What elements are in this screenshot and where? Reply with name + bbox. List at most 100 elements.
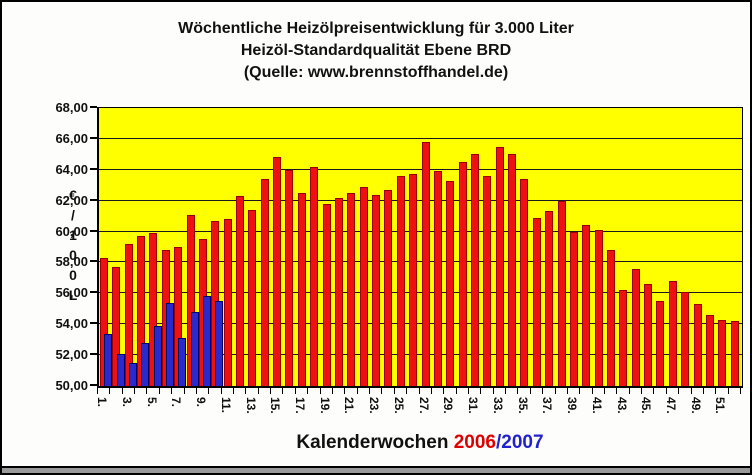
y-tick-label-56,00: 56,00 bbox=[55, 285, 88, 301]
bar-2007-week-4 bbox=[141, 342, 150, 386]
bar-2006-week-50 bbox=[705, 314, 714, 386]
x-tick-label-week-5: 5. bbox=[144, 397, 159, 408]
gridline-60 bbox=[99, 230, 742, 232]
bar-2006-week-32 bbox=[483, 175, 492, 386]
x-tick-mark bbox=[727, 388, 729, 394]
bar-2006-week-29 bbox=[446, 180, 455, 386]
x-tick-mark bbox=[517, 388, 519, 394]
x-axis-year-2006: 2006 bbox=[453, 432, 497, 453]
bar-2006-week-21 bbox=[347, 192, 356, 386]
bar-2006-week-47 bbox=[668, 280, 677, 386]
x-tick-mark bbox=[245, 388, 247, 394]
x-tick-mark bbox=[331, 388, 333, 394]
window-bottom-edge bbox=[2, 466, 750, 473]
bar-2006-week-27 bbox=[421, 141, 430, 386]
x-tick-mark bbox=[740, 388, 741, 394]
bar-2006-week-45 bbox=[644, 284, 653, 386]
y-axis-unit-label: €/1 0 0 L bbox=[68, 187, 78, 303]
bar-2006-week-16 bbox=[285, 169, 294, 386]
x-tick-mark bbox=[109, 388, 111, 394]
bar-2006-week-46 bbox=[656, 301, 665, 386]
x-tick-mark bbox=[641, 388, 643, 394]
bar-2006-week-11 bbox=[223, 219, 232, 386]
bar-2007-week-10 bbox=[215, 301, 224, 386]
y-tick-label-50,00: 50,00 bbox=[55, 378, 88, 393]
x-tick-mark bbox=[195, 388, 197, 394]
chart-title: Wöchentliche Heizölpreisentwicklung für … bbox=[2, 18, 750, 84]
x-tick-label-week-1: 1. bbox=[95, 397, 110, 408]
x-tick-label-week-21: 21. bbox=[342, 397, 357, 414]
x-tick-mark bbox=[690, 388, 692, 394]
x-tick-label-week-29: 29. bbox=[441, 397, 456, 414]
x-tick-mark bbox=[282, 388, 284, 394]
x-tick-label-week-23: 23. bbox=[367, 397, 382, 414]
x-tick-mark bbox=[628, 388, 630, 394]
x-tick-label-week-41: 41. bbox=[589, 397, 604, 414]
bar-2006-week-24 bbox=[384, 189, 393, 386]
x-tick-label-week-37: 37. bbox=[540, 397, 555, 414]
x-tick-mark bbox=[678, 388, 680, 394]
x-tick-label-week-27: 27. bbox=[416, 397, 431, 414]
x-tick-mark bbox=[121, 388, 123, 394]
x-tick-mark bbox=[715, 388, 717, 394]
x-tick-mark bbox=[579, 388, 581, 394]
bar-2006-week-41 bbox=[594, 230, 603, 386]
gridline-66 bbox=[99, 137, 742, 139]
x-tick-label-week-3: 3. bbox=[119, 397, 134, 408]
x-tick-label-week-7: 7. bbox=[169, 397, 184, 408]
bar-2006-week-2 bbox=[112, 267, 121, 386]
x-tick-label-week-9: 9. bbox=[194, 397, 209, 408]
bar-2006-week-52 bbox=[730, 321, 739, 386]
x-tick-mark bbox=[616, 388, 618, 394]
x-tick-label-week-11: 11. bbox=[218, 397, 233, 414]
bar-2006-week-25 bbox=[396, 175, 405, 386]
y-tick-mark bbox=[90, 384, 97, 386]
bar-2007-week-9 bbox=[203, 296, 212, 386]
x-tick-label-week-25: 25. bbox=[391, 397, 406, 414]
gridline-54 bbox=[99, 323, 742, 325]
bar-2006-week-3 bbox=[124, 243, 133, 386]
y-tick-label-52,00: 52,00 bbox=[55, 347, 88, 363]
bar-2007-week-1 bbox=[104, 333, 113, 386]
bar-2006-week-4 bbox=[137, 236, 146, 386]
plot-area bbox=[97, 107, 743, 388]
x-tick-mark bbox=[418, 388, 420, 394]
x-tick-mark bbox=[381, 388, 383, 394]
bar-2007-week-3 bbox=[128, 362, 137, 386]
y-tick-mark bbox=[90, 167, 97, 170]
chart-title-line3: (Quelle: www.brennstoffhandel.de) bbox=[243, 64, 509, 81]
bar-2006-week-51 bbox=[718, 319, 727, 386]
x-tick-mark bbox=[220, 388, 222, 394]
bar-2006-week-28 bbox=[433, 171, 442, 386]
x-tick-mark bbox=[430, 388, 432, 394]
bar-2006-week-33 bbox=[495, 146, 504, 386]
bar-2006-week-48 bbox=[681, 291, 690, 386]
x-tick-mark bbox=[529, 388, 531, 394]
bar-2007-week-8 bbox=[190, 311, 199, 386]
y-tick-label-58,00: 58,00 bbox=[55, 254, 88, 270]
x-tick-mark bbox=[554, 388, 556, 394]
x-tick-mark bbox=[146, 388, 148, 394]
x-tick-mark bbox=[480, 388, 482, 394]
x-tick-mark bbox=[702, 388, 704, 394]
bar-2006-week-39 bbox=[569, 231, 578, 386]
bar-2006-week-13 bbox=[248, 209, 257, 386]
x-tick-label-week-47: 47. bbox=[663, 397, 678, 414]
y-tick-label-62,00: 62,00 bbox=[55, 192, 88, 208]
x-tick-label-week-35: 35. bbox=[515, 397, 530, 414]
y-tick-label-66,00: 66,00 bbox=[55, 130, 88, 146]
bar-2006-week-5 bbox=[149, 233, 158, 386]
x-tick-mark bbox=[505, 388, 507, 394]
y-tick-label-68,00: 68,00 bbox=[55, 100, 88, 115]
x-tick-mark bbox=[270, 388, 272, 394]
bar-2006-week-34 bbox=[508, 154, 517, 386]
x-tick-mark bbox=[208, 388, 210, 394]
bar-2006-week-14 bbox=[260, 179, 269, 386]
bar-2007-week-7 bbox=[178, 338, 187, 386]
y-tick-label-60,00: 60,00 bbox=[55, 223, 88, 239]
bar-2006-week-19 bbox=[322, 203, 331, 386]
x-tick-mark bbox=[393, 388, 395, 394]
x-axis-year-separator: / bbox=[496, 432, 502, 453]
x-tick-mark bbox=[257, 388, 259, 394]
bar-2006-week-22 bbox=[359, 186, 368, 386]
